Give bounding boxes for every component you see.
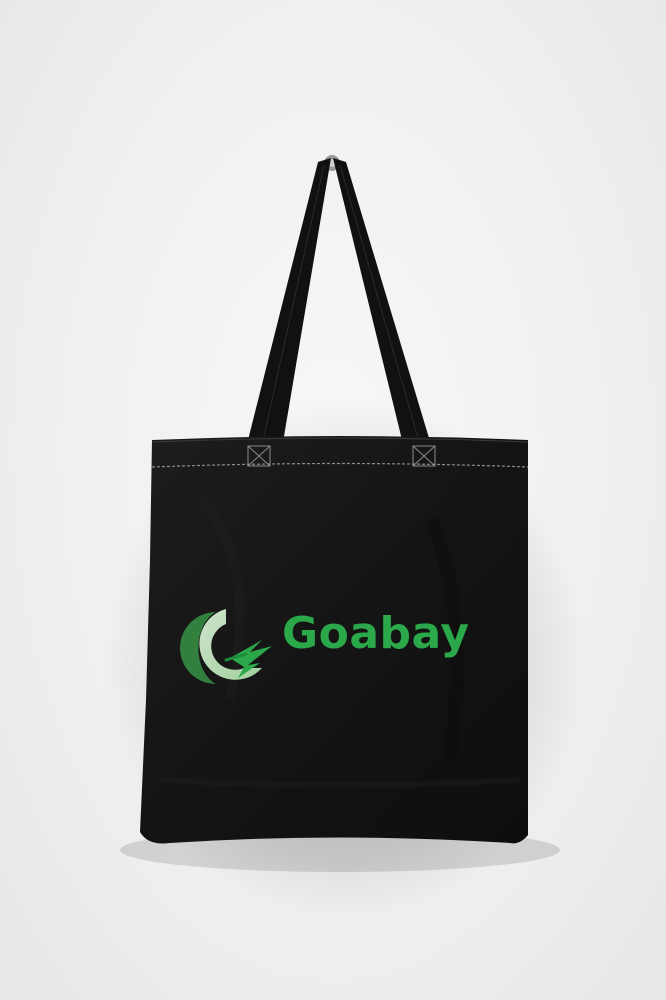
left-strap-stitch-box <box>247 445 271 467</box>
right-strap-stitch-box <box>412 445 436 467</box>
leaf-g-logo-icon <box>180 609 272 684</box>
top-stitch <box>151 462 529 468</box>
right-strap <box>333 158 432 448</box>
bag-body <box>140 436 528 844</box>
brand-name: Goabay <box>282 608 470 659</box>
